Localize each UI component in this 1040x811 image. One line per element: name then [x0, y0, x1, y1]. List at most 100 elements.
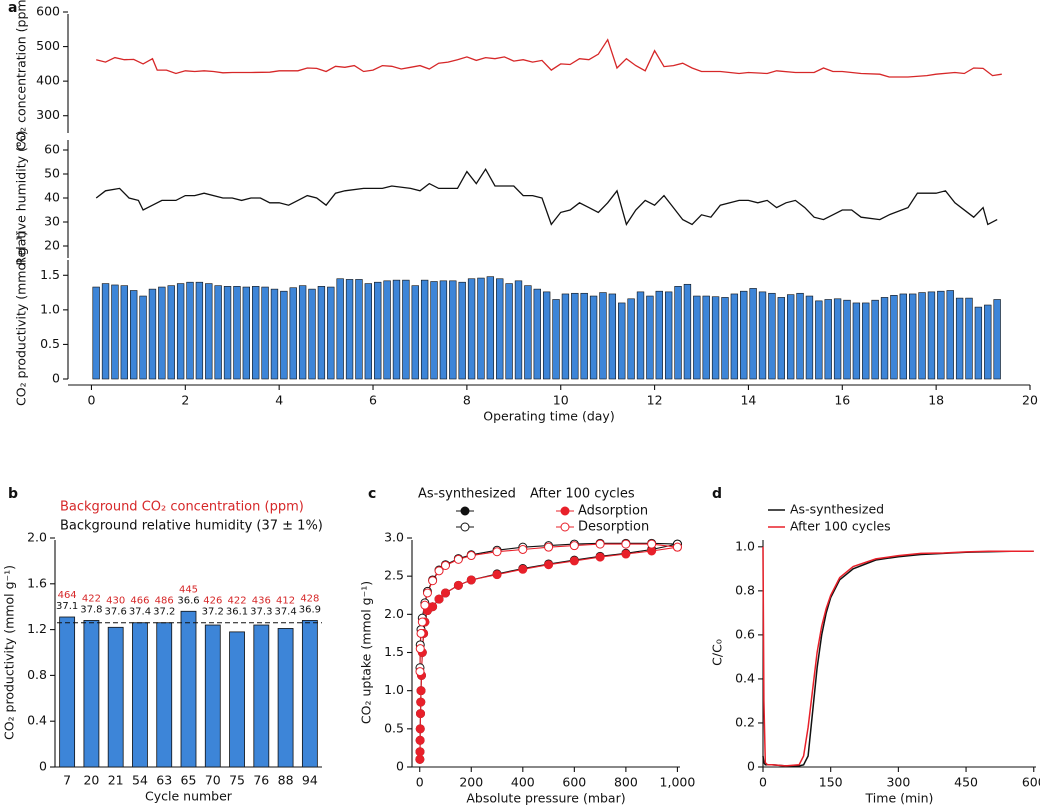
bar	[608, 293, 617, 380]
co2-label: 412	[276, 596, 295, 607]
x-tick-label: 54	[132, 773, 148, 788]
data-point	[569, 556, 579, 566]
legend-label: Desorption	[578, 520, 649, 535]
data-point	[647, 539, 657, 549]
y-tick-label: 20	[44, 238, 60, 253]
x-tick-label: 7	[63, 773, 71, 788]
bar	[749, 288, 757, 380]
bar	[777, 297, 785, 380]
y-axis-label: CO₂ productivity (mmol g⁻¹)	[14, 231, 29, 406]
x-tick-label: 800	[614, 775, 638, 790]
y-tick-label: 0.6	[735, 626, 755, 641]
bar	[852, 302, 861, 380]
x-tick-label: 6	[369, 393, 377, 408]
bar	[148, 288, 157, 380]
bar	[458, 281, 466, 380]
x-tick-label: 0	[759, 775, 767, 790]
bar	[242, 286, 251, 380]
bar	[111, 284, 119, 380]
x-tick-label: 18	[928, 393, 944, 408]
bar	[646, 295, 654, 380]
bar	[411, 285, 419, 380]
rh-label: 37.4	[274, 607, 296, 618]
y-tick-label: 0.4	[735, 670, 755, 685]
bar	[721, 297, 729, 380]
bar	[805, 295, 814, 380]
bar	[277, 628, 294, 768]
co2-label: 445	[179, 584, 198, 595]
bar	[301, 620, 318, 768]
legend-marker	[560, 506, 570, 516]
bar	[768, 292, 776, 380]
bar	[711, 296, 720, 380]
bar	[664, 291, 673, 380]
bar	[843, 299, 851, 380]
bar	[298, 285, 307, 380]
x-tick-label: 600	[562, 775, 586, 790]
bar	[965, 297, 973, 380]
bar	[420, 279, 429, 380]
bar	[83, 620, 100, 768]
y-tick-label: 0.8	[27, 667, 47, 682]
bar	[599, 292, 607, 380]
bar	[270, 288, 279, 380]
y-axis-label: Relative humidity (%)	[14, 130, 29, 265]
legend-marker	[560, 522, 570, 532]
x-tick-label: 4	[275, 393, 283, 408]
bar	[439, 280, 448, 380]
data-point	[466, 575, 476, 585]
y-tick-label: 0	[747, 759, 755, 774]
data-point	[434, 566, 444, 576]
bar	[824, 299, 832, 380]
y-tick-label: 0.5	[40, 336, 60, 351]
x-tick-label: 2	[181, 393, 189, 408]
y-tick-label: 0.8	[735, 582, 755, 597]
bar	[862, 302, 870, 380]
bar	[120, 285, 128, 380]
bar	[156, 622, 173, 768]
bar	[477, 277, 485, 380]
data-point	[420, 600, 430, 610]
x-tick-label: 65	[181, 773, 197, 788]
data-line	[762, 546, 1034, 767]
bar	[730, 293, 739, 380]
bar	[693, 295, 701, 380]
bar	[636, 291, 645, 380]
data-point	[621, 549, 631, 559]
bar	[158, 286, 166, 380]
panel-label: d	[712, 486, 722, 502]
x-tick-label: 150	[819, 775, 843, 790]
data-point	[453, 554, 463, 564]
bar	[186, 281, 194, 380]
y-tick-label: 500	[36, 38, 60, 53]
data-line	[96, 38, 1002, 78]
bar	[552, 299, 560, 380]
rh-label: 36.9	[299, 604, 321, 615]
x-axis-label: Absolute pressure (mbar)	[466, 791, 625, 806]
y-tick-label: 1.5	[40, 267, 60, 282]
bar	[833, 298, 842, 380]
y-axis-label: CO₂ concentration (ppm)	[14, 0, 29, 150]
y-tick-label: 300	[36, 107, 60, 122]
data-point	[466, 551, 476, 561]
bar	[204, 624, 221, 768]
data-line	[419, 543, 678, 760]
legend-label: Adsorption	[578, 504, 648, 519]
y-tick-label: 30	[44, 214, 60, 229]
x-tick-label: 76	[253, 773, 269, 788]
data-point	[416, 628, 426, 638]
bar	[542, 291, 551, 380]
bar	[132, 622, 148, 768]
y-axis-label: C/C₀	[710, 639, 725, 666]
bar	[880, 297, 889, 380]
bar	[261, 286, 269, 380]
rh-label: 37.2	[153, 607, 175, 618]
y-tick-label: 0.5	[384, 720, 404, 735]
y-tick-label: 50	[44, 166, 60, 181]
bar	[317, 286, 326, 380]
rh-label: 37.3	[250, 607, 272, 618]
y-tick-label: 60	[44, 142, 60, 157]
x-tick-label: 70	[205, 773, 221, 788]
bar	[139, 295, 147, 380]
rh-label: 37.2	[202, 607, 224, 618]
